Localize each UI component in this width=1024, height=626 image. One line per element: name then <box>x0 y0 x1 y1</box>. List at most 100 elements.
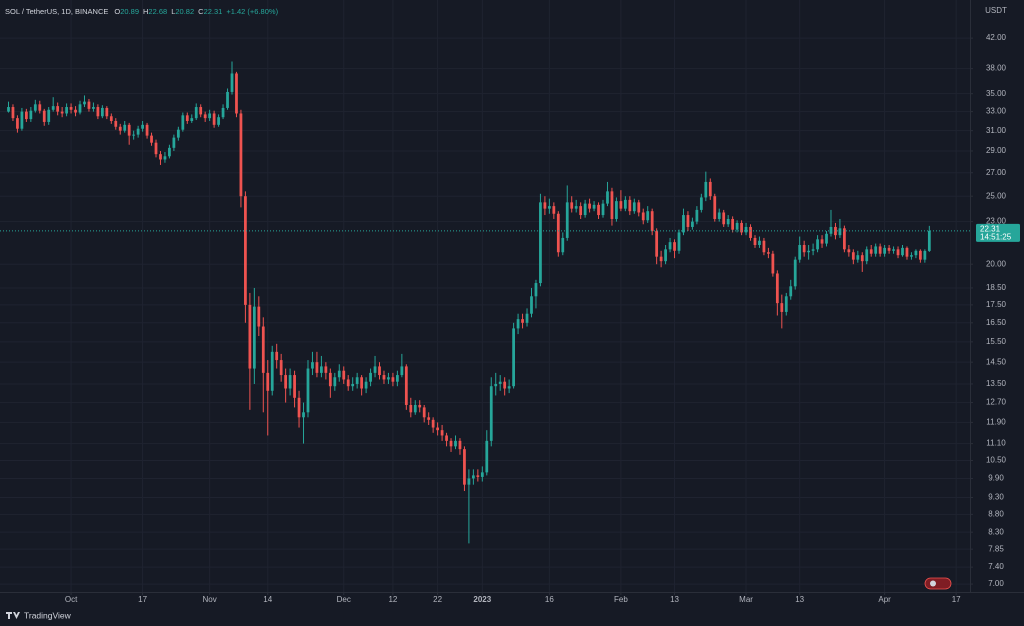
candle-body <box>217 117 220 125</box>
candle-body <box>516 319 520 329</box>
candle-body <box>865 249 869 262</box>
y-tick-label: 20.00 <box>986 259 1007 268</box>
candle-body <box>485 440 489 473</box>
candle-body <box>606 191 609 204</box>
candle-body <box>387 377 390 380</box>
y-tick-label: 7.40 <box>988 562 1004 571</box>
candle-body <box>235 73 238 114</box>
candle-body <box>38 104 42 111</box>
candle-body <box>892 249 895 251</box>
x-tick-label: Feb <box>614 595 628 604</box>
chart-header: SOL / TetherUS, 1D, BINANCE O20.89 H22.68 L… <box>5 7 279 16</box>
candle-body <box>351 383 355 387</box>
alert-badge-icon[interactable] <box>930 580 936 587</box>
y-tick-label: 7.00 <box>988 579 1004 588</box>
axes: 42.00 38.00 35.00 33.00 31.00 29.00 27.00 25.00… <box>0 33 1020 604</box>
candle-body <box>713 196 717 219</box>
candle-body <box>328 372 332 387</box>
y-tick-label: 11.90 <box>986 417 1006 426</box>
candle-body <box>717 212 721 219</box>
candle-body <box>355 377 359 384</box>
candle-body <box>825 233 828 244</box>
y-tick-label: 9.90 <box>988 474 1004 483</box>
candle-body <box>69 107 73 110</box>
y-tick-label: 33.00 <box>986 107 1007 116</box>
candle-body <box>440 430 444 436</box>
y-tick-label: 8.30 <box>988 527 1004 536</box>
candle-body <box>471 475 475 479</box>
x-tick-label: Oct <box>65 595 78 604</box>
candle-body <box>346 379 350 387</box>
candle-body <box>212 113 216 125</box>
candle-body <box>834 226 837 236</box>
candle-body <box>181 115 185 130</box>
candle-body <box>588 203 591 209</box>
candle-body <box>829 226 833 234</box>
y-tick-label: 13.50 <box>986 379 1007 388</box>
candle-body <box>87 101 91 109</box>
candle-body <box>615 201 618 219</box>
candle-body <box>391 377 395 382</box>
candle-body <box>51 106 55 110</box>
ohlc-letter: H <box>143 7 148 16</box>
alert-badge-bg[interactable] <box>924 577 952 590</box>
candle-body <box>436 427 440 431</box>
candle-body <box>664 249 667 262</box>
ohlc-letter: L <box>171 7 175 16</box>
x-tick-label: Apr <box>878 595 891 604</box>
candle-body <box>123 124 127 131</box>
candle-body <box>114 120 118 127</box>
candle-body <box>856 255 860 260</box>
x-tick-label: 14 <box>263 595 272 604</box>
candle-body <box>208 113 212 119</box>
candle-body <box>793 259 797 287</box>
candle-body <box>543 202 547 209</box>
candle-body <box>597 204 600 216</box>
candle-body <box>565 202 569 238</box>
candle-body <box>771 253 775 274</box>
y-tick-label: 23.00 <box>986 217 1007 226</box>
candle-body <box>190 118 194 121</box>
x-tick-label: 2023 <box>473 595 491 604</box>
candle-body <box>512 328 515 387</box>
candle-body <box>740 222 743 233</box>
candle-body <box>918 250 922 260</box>
candle-body <box>454 440 457 447</box>
brand-logo: TradingView <box>6 610 72 620</box>
candle-body <box>556 213 560 253</box>
candle-body <box>802 245 806 253</box>
candle-body <box>42 110 46 122</box>
y-tick-label: 15.50 <box>986 337 1007 346</box>
candle-body <box>337 370 341 378</box>
candle-body <box>445 435 448 441</box>
candle-body <box>20 111 24 129</box>
candle-body <box>168 147 171 157</box>
candle-body <box>302 412 305 418</box>
candle-body <box>695 209 699 222</box>
last-price-label: 22.31 <box>980 225 1001 234</box>
candle-body <box>753 237 757 246</box>
candle-body <box>311 362 314 369</box>
candle-body <box>65 107 68 114</box>
candle-body <box>726 218 730 225</box>
candle-body <box>96 107 100 117</box>
y-tick-label: 31.00 <box>986 126 1007 135</box>
y-tick-label: 12.70 <box>986 398 1007 407</box>
candle-body <box>646 211 650 221</box>
candle-body <box>226 91 229 108</box>
alert-badge[interactable] <box>924 577 952 590</box>
candle-body <box>574 206 578 209</box>
last-price-tag <box>976 223 1020 242</box>
candle-body <box>33 104 37 111</box>
candle-body <box>539 202 542 284</box>
candle-body <box>561 237 565 253</box>
candle-body <box>860 255 864 262</box>
candle-body <box>297 397 301 418</box>
candle-body <box>288 375 292 389</box>
candle-body <box>498 381 502 384</box>
candle-body <box>463 449 466 485</box>
logo-icon <box>6 612 20 619</box>
x-tick-label: 16 <box>545 595 554 604</box>
